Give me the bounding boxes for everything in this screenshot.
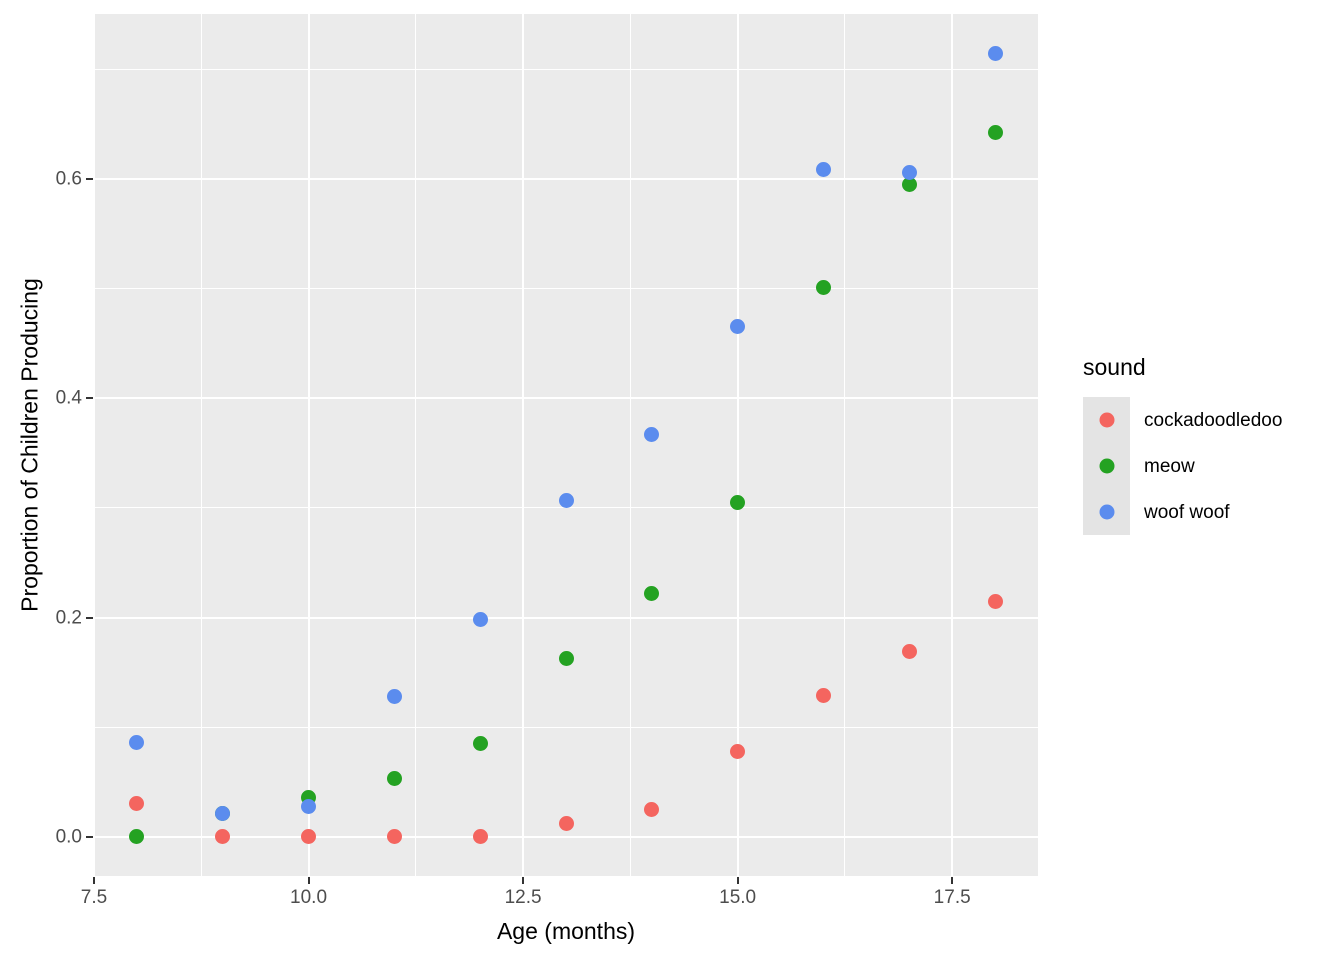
legend-key <box>1083 397 1130 443</box>
y-tick-label: 0.6 <box>55 168 82 190</box>
data-point-cockadoodledoo <box>386 829 402 845</box>
data-point-meow <box>901 176 917 192</box>
data-point-woof-woof <box>215 806 231 822</box>
y-axis-tick <box>86 397 93 400</box>
major-gridline-y <box>94 616 1038 619</box>
legend-items: cockadoodledoo meow woof woof <box>1083 397 1282 535</box>
data-point-meow <box>815 279 831 295</box>
y-axis-tick <box>86 616 93 619</box>
major-gridline-y <box>94 835 1038 838</box>
minor-gridline-y <box>94 507 1038 509</box>
legend-key <box>1083 443 1130 489</box>
major-gridline-x <box>736 14 739 876</box>
data-point-meow <box>644 585 660 601</box>
data-point-cockadoodledoo <box>472 829 488 845</box>
legend-label: cockadoodledoo <box>1144 409 1283 431</box>
minor-gridline-y <box>94 68 1038 70</box>
x-tick-label: 12.5 <box>504 887 542 908</box>
legend-key <box>1083 489 1130 535</box>
minor-gridline-y <box>94 726 1038 728</box>
data-point-meow <box>730 494 746 510</box>
data-point-cockadoodledoo <box>901 644 917 660</box>
data-point-cockadoodledoo <box>987 593 1003 609</box>
data-point-meow <box>129 829 145 845</box>
data-point-woof-woof <box>901 164 917 180</box>
legend-dot-icon <box>1099 504 1114 520</box>
legend: sound cockadoodledoo meow woof woof <box>1083 356 1282 535</box>
major-gridline-x <box>522 14 525 876</box>
minor-gridline-x <box>200 14 202 876</box>
x-tick-label: 15.0 <box>719 887 757 908</box>
legend-item-meow: meow <box>1083 443 1282 489</box>
y-axis-tick <box>86 177 93 180</box>
data-point-meow <box>558 650 574 666</box>
data-point-cockadoodledoo <box>558 816 574 832</box>
data-point-woof-woof <box>386 688 402 704</box>
x-axis-tick <box>522 877 525 884</box>
legend-dot-icon <box>1099 458 1114 474</box>
data-point-woof-woof <box>644 426 660 442</box>
minor-gridline-x <box>415 14 417 876</box>
plot-panel <box>93 14 1038 876</box>
legend-title: sound <box>1083 354 1146 380</box>
data-point-cockadoodledoo <box>730 743 746 759</box>
data-point-cockadoodledoo <box>815 687 831 703</box>
data-point-woof-woof <box>129 735 145 751</box>
minor-gridline-y <box>94 288 1038 290</box>
major-gridline-x <box>307 14 310 876</box>
data-point-woof-woof <box>815 161 831 177</box>
legend-dot-icon <box>1099 412 1114 428</box>
legend-item-cockadoodledoo: cockadoodledoo <box>1083 397 1282 443</box>
data-point-meow <box>987 125 1003 141</box>
y-tick-label: 0.0 <box>55 826 82 848</box>
data-point-woof-woof <box>301 798 317 814</box>
data-point-woof-woof <box>472 612 488 628</box>
x-tick-label: 17.5 <box>933 887 971 908</box>
data-point-cockadoodledoo <box>129 796 145 812</box>
x-axis-tick <box>951 877 954 884</box>
legend-item-woof-woof: woof woof <box>1083 489 1282 535</box>
data-point-woof-woof <box>730 319 746 335</box>
y-tick-label: 0.4 <box>55 387 82 409</box>
data-point-cockadoodledoo <box>644 801 660 817</box>
data-point-cockadoodledoo <box>215 829 231 845</box>
legend-label: meow <box>1144 455 1195 477</box>
data-point-cockadoodledoo <box>301 829 317 845</box>
major-gridline-y <box>94 177 1038 180</box>
y-tick-label: 0.2 <box>55 607 82 629</box>
minor-gridline-x <box>844 14 846 876</box>
data-point-woof-woof <box>558 492 574 508</box>
major-gridline-x <box>93 14 95 876</box>
x-axis-tick <box>307 877 310 884</box>
y-axis-tick <box>86 835 93 838</box>
minor-gridline-x <box>629 14 631 876</box>
x-tick-label: 10.0 <box>290 887 328 908</box>
legend-label: woof woof <box>1144 501 1230 523</box>
data-point-meow <box>386 771 402 787</box>
x-axis-title: Age (months) <box>496 918 636 944</box>
major-gridline-y <box>94 397 1038 400</box>
data-point-meow <box>472 736 488 752</box>
x-tick-label: 7.5 <box>80 887 108 908</box>
x-axis-tick <box>93 877 95 884</box>
data-point-woof-woof <box>987 46 1003 62</box>
x-axis-tick <box>736 877 739 884</box>
major-gridline-x <box>951 14 954 876</box>
y-axis-title: Proportion of Children Producing <box>16 278 43 612</box>
